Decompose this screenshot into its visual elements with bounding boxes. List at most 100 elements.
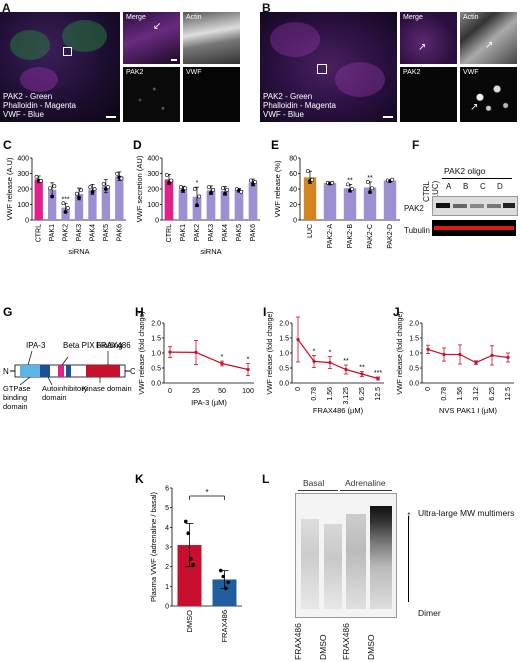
y-tick-label: 0.5 [279,366,289,373]
scale-bar [383,116,393,118]
panel-a-pak2-image: PAK2 [123,67,180,122]
series-line [169,351,249,371]
y-axis-title: VWF secretion (AU) [135,155,144,222]
y-tick-label: 1.0 [151,351,161,358]
panel-a-roi-box [63,47,72,56]
data-point [88,185,93,190]
data-point [79,188,84,193]
y-tick-label: 300 [17,171,29,178]
pak2-row-label: PAK2 [404,204,424,213]
x-tick-label: CTRL [166,224,173,242]
y-axis-title: VWF release (A.U) [5,157,14,220]
y-tick-label: 200 [17,187,29,194]
y-tick-label: 1.5 [151,336,161,343]
y-tick-label: 60 [289,171,297,178]
data-point [39,179,43,183]
frax-label: FRAX486 [96,341,131,350]
betapix-block [58,365,64,377]
data-point [90,190,95,195]
x-axis-title: NVS PAK1 I (µM) [439,406,497,415]
kinase-label: Kinase domain [82,384,132,393]
x-tick-label: 0.78 [311,387,318,401]
y-tick-label: 0 [25,218,29,225]
bar [34,179,43,220]
panel-b-roi-box [317,64,327,74]
data-point [474,361,478,365]
data-point [169,178,174,183]
panel-k-chart: K 0 1 2 3 4 5 6 Plasma VWF (adrenaline / basal)… [135,472,242,643]
data-point [181,188,185,193]
panel-j-chart: J 0.0 0.5 1.0 1.5 2.0 VWF release (fold chang… [393,305,514,415]
panel-label-f: F [412,138,420,152]
bar [115,176,124,220]
panel-label-e: E [271,138,279,152]
panel-g-diagram: G IPA-3 Beta PIX binding FRAX486 N C GTP… [3,305,135,411]
significance-label: ** [359,365,365,372]
panel-b-actin-image: Actin ↗ [460,12,517,64]
data-point [220,186,225,191]
data-point [239,189,244,194]
y-tick-label: 2.0 [409,321,419,328]
bar [178,189,188,220]
data-point [506,355,510,360]
data-point [365,180,370,184]
lane-label: FRAX486 [293,623,303,660]
x-tick-label: 6.25 [489,387,496,401]
x-tick-label: 12.5 [505,387,512,401]
y-tick-label: 4 [165,525,169,532]
y-tick-label: 100 [17,202,29,209]
data-point [305,169,310,174]
significance-label: * [247,357,250,364]
x-tick-label: PAK6 [116,224,123,241]
x-tick-label: PAK2-B [347,224,354,249]
panel-b-vwf-image: VWF ↗ [460,67,517,122]
y-tick-label: 1 [165,584,169,591]
bar [343,188,357,220]
data-point [328,361,332,365]
x-tick-label: 0 [168,388,172,395]
data-point [253,180,258,184]
bar [303,177,317,220]
data-point [220,361,224,366]
tubulin-row-label: Tubulin [404,226,430,235]
y-tick-label: 400 [147,156,159,163]
panel-label-c: C [3,138,12,152]
y-tick-label: 40 [289,187,297,194]
y-tick-label: 5 [165,505,169,512]
x-tick-label: DMSO [185,610,194,633]
data-point [218,568,223,573]
y-tick-label: 0 [165,604,169,611]
data-point [50,194,55,199]
data-point [206,185,211,190]
data-point [458,352,462,357]
panel-a-vwf-image: VWF [183,67,240,122]
data-point [194,350,198,354]
bar [88,189,97,220]
x-tick-label: PAK5 [103,224,110,241]
data-point [178,185,183,190]
data-point [312,359,316,363]
pak2-band-image [432,196,518,216]
x-tick-label: 1.56 [457,387,464,401]
data-point [92,187,97,191]
data-point [119,176,124,181]
betapix-label: Beta PIX binding [63,341,123,350]
significance-label: ** [343,358,349,365]
x-tick-label: 0 [425,387,432,391]
y-tick-label: 1.0 [409,351,419,358]
x-tick-label: PAK4 [222,224,229,241]
panel-b-pak2-image: PAK2 [400,67,457,122]
y-tick-label: 0.0 [279,381,289,388]
data-point [34,175,39,179]
y-tick-label: 2.0 [279,321,289,328]
data-point [344,367,348,372]
data-point [426,347,430,351]
bar [248,182,258,220]
x-tick-label: PAK2-D [387,224,394,249]
panel-a-merge-image: Merge ↙ [123,12,180,64]
y-tick-label: 80 [289,156,297,163]
data-point [368,190,372,195]
data-point [442,352,446,357]
bar [383,180,397,220]
x-axis-title: FRAX486 (µM) [313,406,364,415]
